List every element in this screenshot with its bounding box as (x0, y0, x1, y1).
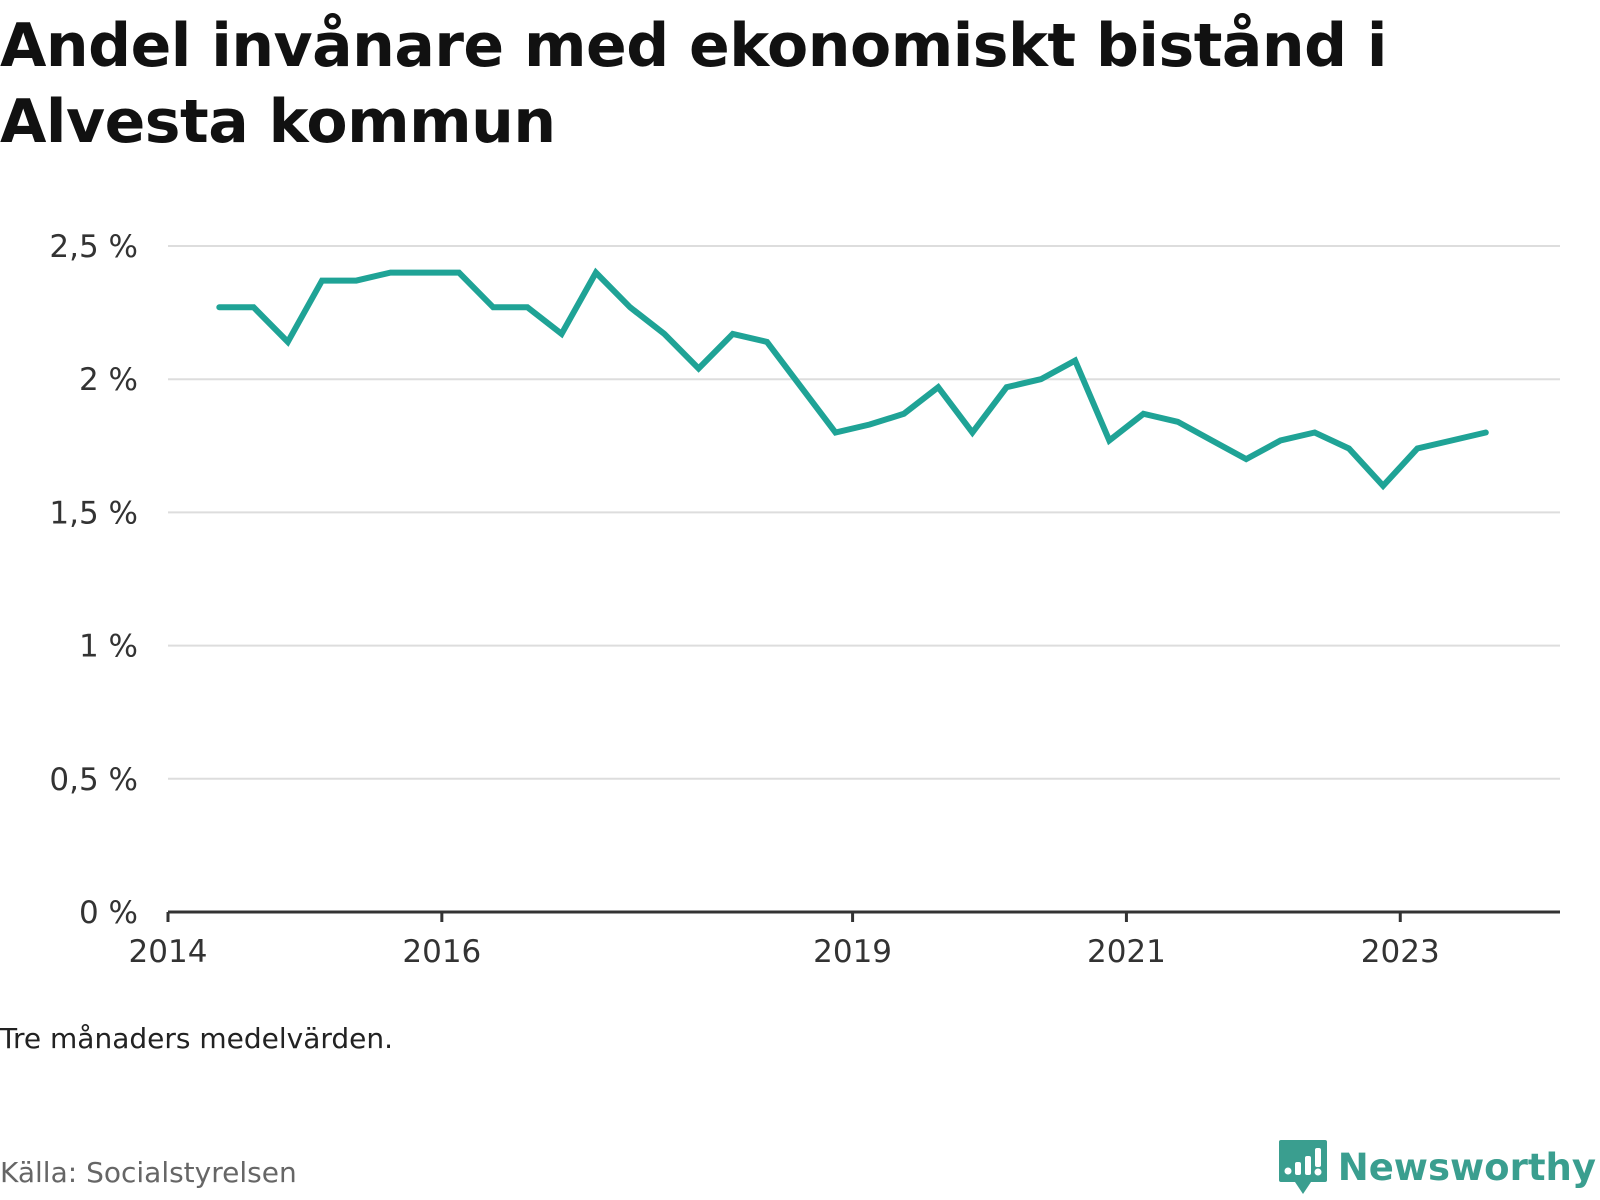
x-tick-label: 2014 (129, 934, 208, 970)
gridlines (168, 245, 1560, 780)
x-tick-label: 2023 (1361, 934, 1440, 970)
y-tick-label: 0 % (79, 895, 138, 931)
x-axis-ticks: 2014 2016 2019 2021 2023 (129, 912, 1440, 970)
x-tick-label: 2019 (813, 934, 892, 970)
y-tick-label: 1 % (79, 629, 138, 665)
x-tick-label: 2016 (402, 934, 481, 970)
chart-title: Andel invånare med ekonomiskt bistånd i … (0, 11, 1387, 157)
brand-name: Newsworthy (1337, 1145, 1596, 1189)
y-tick-label: 2,5 % (49, 229, 138, 265)
source-credit: Källa: Socialstyrelsen (0, 1156, 297, 1189)
y-axis-ticks: 0 % 0,5 % 1 % 1,5 % 2 % 2,5 % (49, 229, 138, 931)
x-tick-label: 2021 (1087, 934, 1166, 970)
newsworthy-logo-icon (1278, 1140, 1327, 1194)
brand-logo[interactable]: Newsworthy (1278, 1138, 1596, 1196)
series-line (216, 267, 1489, 491)
y-tick-label: 0,5 % (49, 762, 138, 798)
y-tick-label: 2 % (79, 362, 138, 398)
y-tick-label: 1,5 % (49, 495, 138, 531)
series-group (216, 267, 1489, 491)
chart-note: Tre månaders medelvärden. (0, 1022, 394, 1055)
